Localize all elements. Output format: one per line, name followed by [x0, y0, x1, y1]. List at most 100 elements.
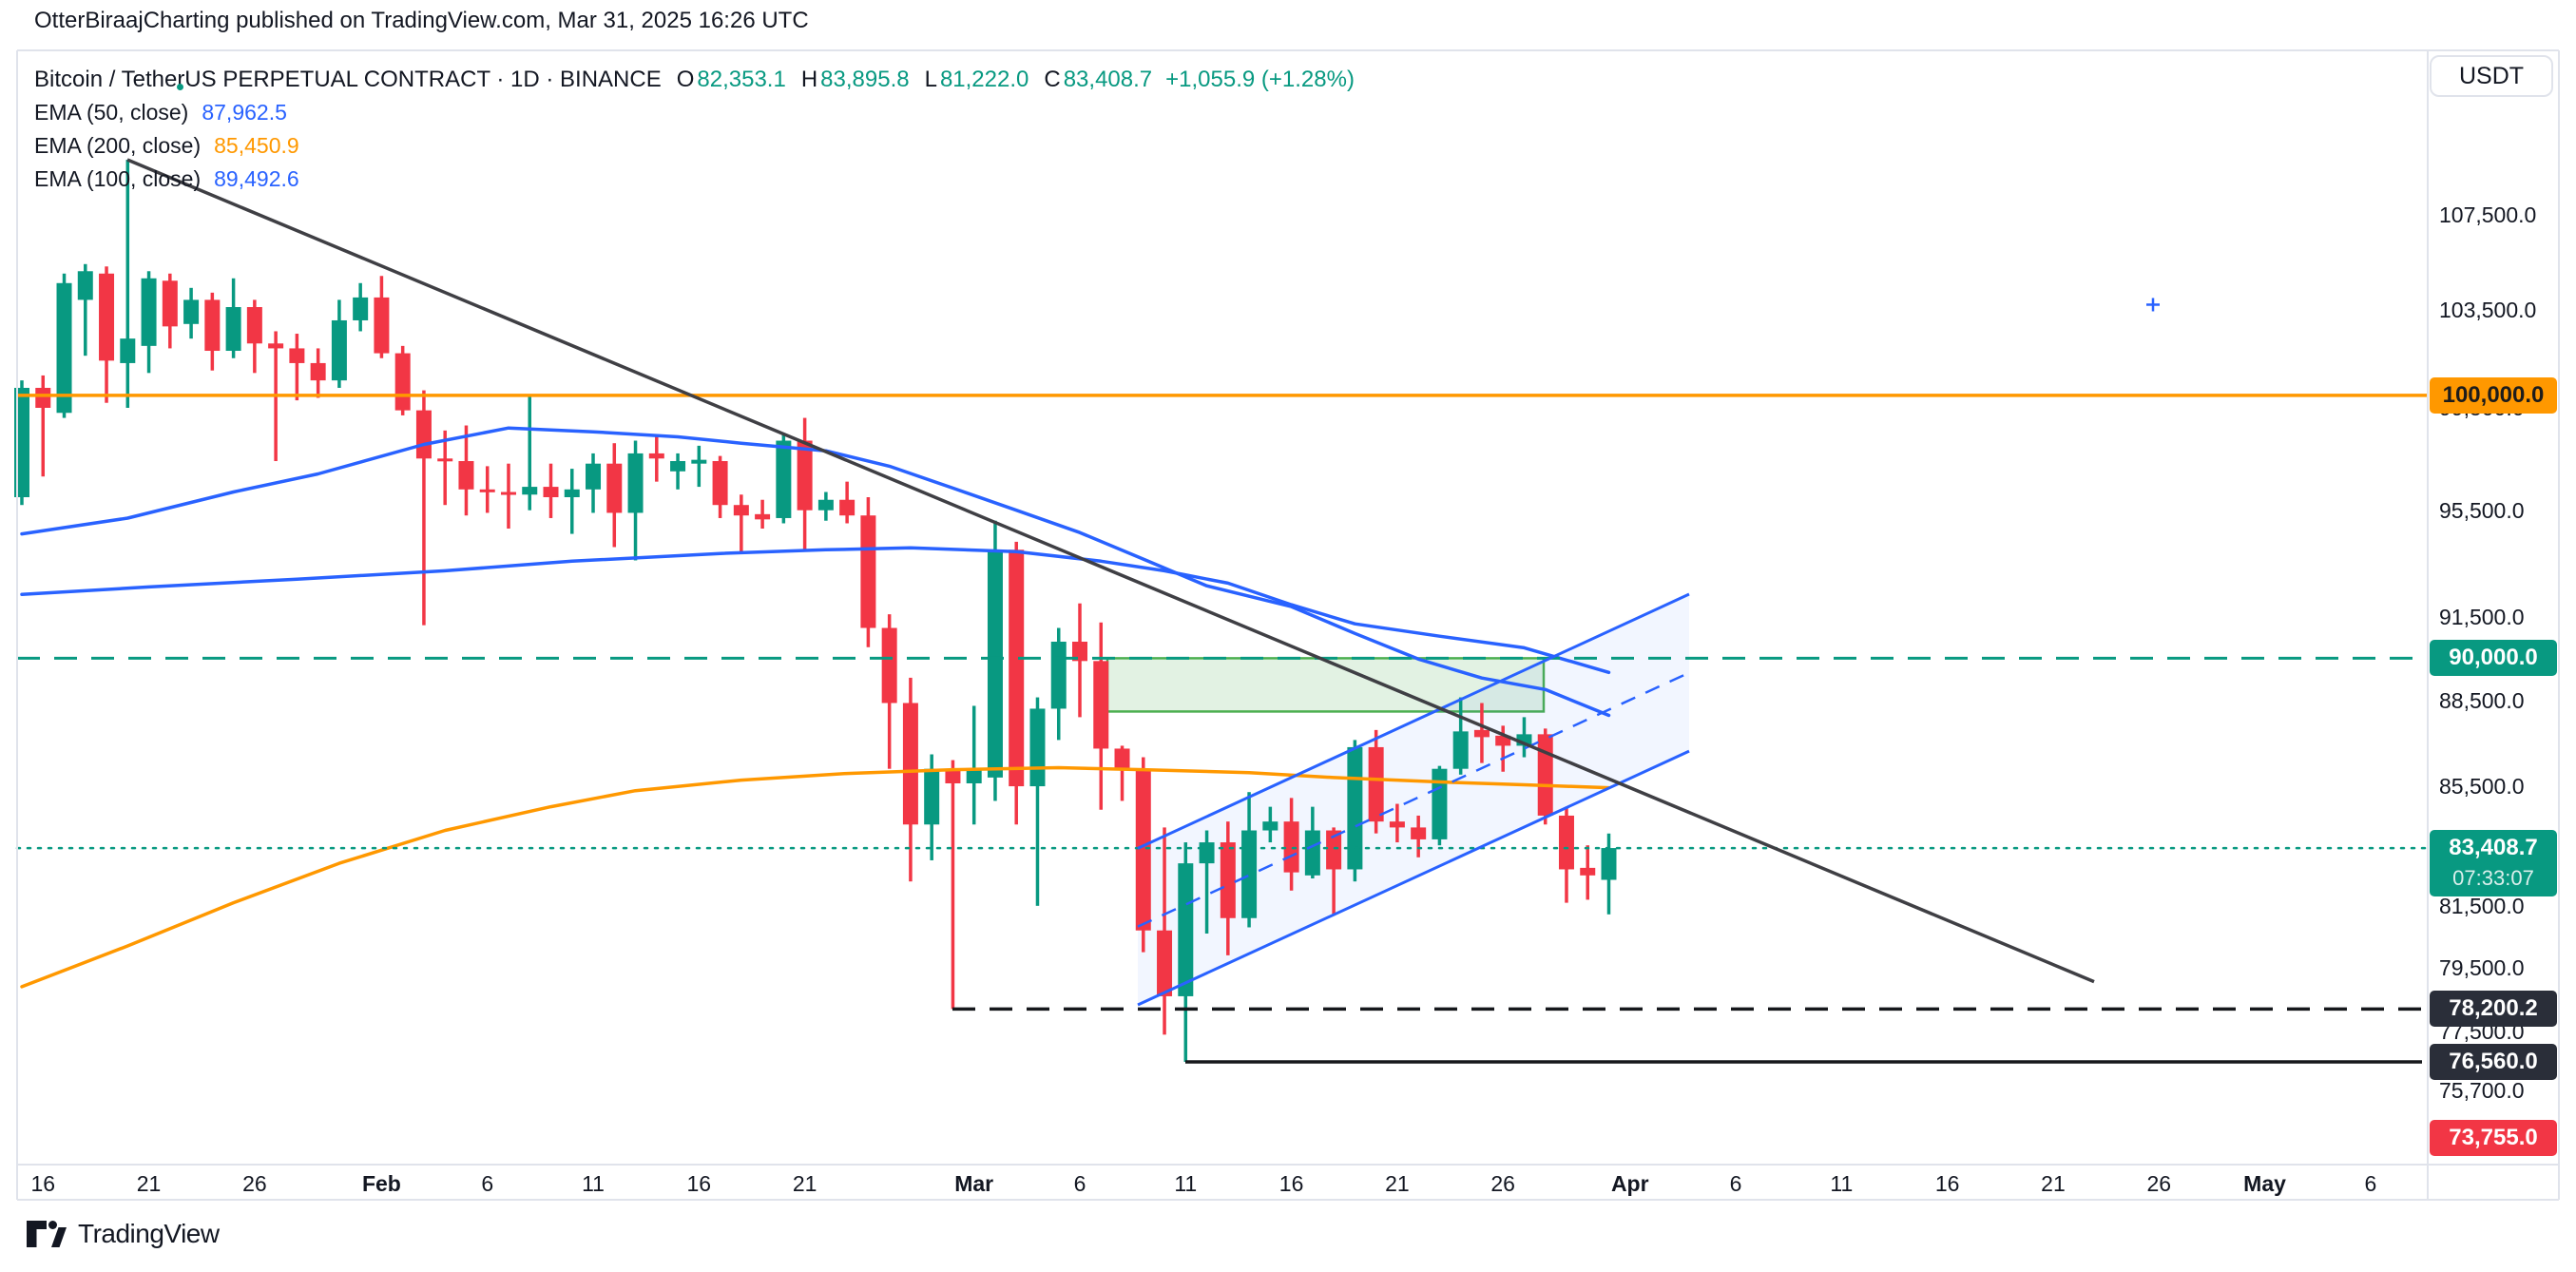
ohlc-key: C [1044, 67, 1061, 92]
candle [1009, 541, 1025, 825]
price-tick: 107,500.0 [2439, 202, 2537, 227]
candle [1389, 803, 1405, 843]
price-label-value: 76,560.0 [2449, 1048, 2538, 1074]
price-tick: 88,500.0 [2439, 687, 2525, 713]
time-tick: 26 [2146, 1171, 2172, 1196]
candle [35, 375, 51, 477]
candle [394, 345, 411, 415]
candle [500, 463, 516, 530]
indicator-value: 89,492.6 [214, 166, 299, 191]
price-label-value: 73,755.0 [2449, 1125, 2538, 1150]
price-tick: 85,500.0 [2439, 774, 2525, 800]
axis-price-label: 73,755.0 [2430, 1120, 2557, 1156]
candle [902, 677, 918, 882]
candle [374, 276, 390, 358]
candle [141, 271, 157, 374]
indicator-row-ema50[interactable]: EMA (50, close) 87,962.5 [34, 96, 1355, 129]
candle [479, 466, 495, 513]
ema-line-ema100[interactable] [20, 546, 1611, 675]
candle [648, 435, 664, 482]
ema-line-ema200[interactable] [20, 765, 1611, 989]
candle [1072, 603, 1087, 718]
time-tick: 6 [1073, 1171, 1086, 1196]
candle [162, 273, 178, 349]
ohlc-value: 83,895.8 [820, 67, 910, 92]
axis-price-label: 83,408.7 07:33:07 [2430, 830, 2557, 897]
candle [1558, 806, 1574, 903]
candle [1326, 827, 1342, 915]
price-label-value: 100,000.0 [2442, 381, 2545, 408]
candle [458, 425, 474, 516]
candle [415, 390, 432, 626]
candle [1283, 798, 1299, 891]
candle [627, 440, 644, 561]
time-tick: 6 [2364, 1171, 2377, 1196]
time-tick: 16 [30, 1171, 56, 1196]
indicator-label: EMA (200, close) [34, 133, 202, 158]
axis-price-label: 100,000.0 [2430, 376, 2557, 414]
currency-toggle-button[interactable]: USDT [2430, 55, 2553, 97]
candle [120, 160, 136, 408]
candle [691, 445, 707, 488]
time-tick: Mar [954, 1171, 994, 1196]
time-tick: Apr [1610, 1171, 1649, 1196]
tradingview-logo-text: TradingView [78, 1219, 220, 1248]
candle [1135, 757, 1151, 953]
candle [1114, 745, 1130, 801]
candle [755, 499, 771, 530]
indicator-row-ema100[interactable]: EMA (100, close) 89,492.6 [34, 163, 1355, 196]
symbol-row: Bitcoin / TetherUS PERPETUAL CONTRACT · … [34, 63, 1355, 96]
symbol-title[interactable]: Bitcoin / TetherUS PERPETUAL CONTRACT · … [34, 67, 662, 92]
candle [1537, 728, 1553, 825]
candle [606, 443, 623, 548]
channel-mid-line[interactable] [1137, 671, 1690, 928]
candle [1495, 725, 1511, 772]
time-tick: 11 [1830, 1171, 1854, 1196]
candle [966, 705, 982, 825]
supply-zone[interactable] [1105, 657, 1546, 713]
candle [670, 453, 686, 490]
channel-lower-line[interactable] [1137, 749, 1690, 1007]
time-tick: 6 [1729, 1171, 1742, 1196]
price-label-value: 90,000.0 [2449, 645, 2538, 671]
price-tick: 75,700.0 [2439, 1077, 2525, 1103]
time-tick: 6 [481, 1171, 494, 1196]
candle [353, 282, 369, 332]
candle [437, 430, 453, 506]
candle [987, 520, 1003, 801]
candle [99, 266, 115, 403]
candle [1304, 806, 1320, 879]
time-tick: 21 [1385, 1171, 1410, 1196]
price-tick: 103,500.0 [2439, 297, 2537, 322]
price-tick: 81,500.0 [2439, 893, 2525, 918]
bar-countdown: 07:33:07 [2452, 866, 2534, 891]
candle [817, 491, 834, 521]
ema-line-ema50[interactable] [20, 426, 1611, 718]
candle [712, 455, 728, 518]
time-tick: May [2243, 1171, 2286, 1196]
descending-trendline[interactable] [126, 158, 2095, 984]
time-tick: 21 [136, 1171, 162, 1196]
candle [1347, 740, 1363, 882]
time-tick: 21 [792, 1171, 817, 1196]
indicator-label: EMA (100, close) [34, 166, 202, 191]
candle [733, 494, 749, 553]
indicator-value: 85,450.9 [214, 133, 299, 158]
candle [1411, 815, 1427, 858]
time-tick: 21 [2041, 1171, 2066, 1196]
axis-price-label: 78,200.2 [2430, 991, 2557, 1028]
channel-upper-line[interactable] [1137, 592, 1690, 850]
tradingview-logo[interactable]: TradingView [27, 1219, 220, 1249]
candle [1241, 792, 1258, 928]
candle [945, 760, 961, 1010]
indicator-row-ema200[interactable]: EMA (200, close) 85,450.9 [34, 129, 1355, 163]
price-tick: 95,500.0 [2439, 497, 2525, 523]
candle [77, 263, 93, 357]
indicator-label: EMA (50, close) [34, 100, 189, 125]
price-tick: 79,500.0 [2439, 955, 2525, 981]
candle [1178, 842, 1194, 1062]
candle [543, 463, 559, 518]
axis-price-label: 90,000.0 [2430, 640, 2557, 677]
chart-legend: Bitcoin / TetherUS PERPETUAL CONTRACT · … [34, 63, 1355, 196]
